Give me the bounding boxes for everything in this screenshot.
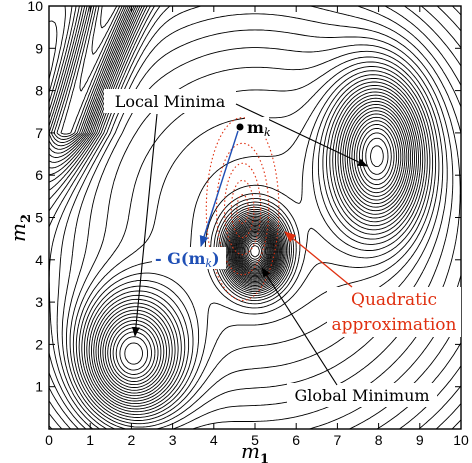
- contour-line: [49, 6, 139, 158]
- y-tick-label: 7: [35, 125, 43, 141]
- start-point-label: mk: [247, 118, 271, 139]
- global-minimum-label-box: [287, 383, 437, 407]
- contour-line: [238, 230, 272, 272]
- contour-line: [60, 6, 125, 135]
- x-tick-label: 10: [453, 432, 469, 448]
- start-point-label-subscript: k: [264, 126, 271, 139]
- y-axis-label: m2: [6, 214, 34, 242]
- x-tick-label: 4: [210, 432, 218, 448]
- contour-line: [81, 70, 431, 416]
- x-axis-label-subscript: 1: [260, 452, 269, 463]
- y-tick-label: 9: [35, 40, 43, 56]
- contour-line: [102, 100, 412, 391]
- y-tick-label: 5: [35, 210, 43, 226]
- x-tick-label: 9: [416, 432, 424, 448]
- contour-line: [61, 29, 454, 429]
- contour-line: [109, 110, 406, 382]
- gradient-step-label-subscript: k: [205, 257, 212, 270]
- quadratic-ellipse: [215, 142, 270, 276]
- local-minima-arrow-left: [131, 113, 158, 337]
- contour-line: [245, 238, 265, 264]
- contour-line: [91, 84, 422, 405]
- global-minimum-label: Global Minimum: [294, 386, 429, 405]
- contour-line: [234, 127, 395, 278]
- axis-ticks: 0 1 2 3 4 5 6 7 8 9 10 1 2 3 4 5 6 7 8 9 10: [27, 0, 469, 448]
- y-axis-label-subscript: 2: [19, 214, 34, 223]
- quadratic-label-box: [327, 287, 461, 337]
- contour-line: [119, 120, 400, 371]
- contour-lines: [49, 6, 461, 429]
- quadratic-ellipse: [236, 194, 249, 224]
- quadratic-arrow: [284, 231, 353, 288]
- contour-line: [91, 6, 121, 55]
- y-tick-label: 1: [35, 379, 43, 395]
- contour-line: [49, 6, 137, 154]
- x-tick-label: 6: [292, 432, 300, 448]
- contour-line: [115, 116, 402, 375]
- y-tick-label: 2: [35, 336, 43, 352]
- contour-line: [49, 6, 133, 147]
- y-tick-label: 4: [35, 252, 43, 268]
- contour-line: [124, 123, 397, 365]
- contour-line: [97, 94, 415, 397]
- x-tick-label: 1: [86, 432, 94, 448]
- gradient-step-arrow: [199, 130, 239, 248]
- contour-line: [242, 235, 268, 267]
- y-tick-label: 10: [27, 0, 43, 14]
- contour-line: [248, 242, 262, 260]
- contour-line: [237, 229, 273, 273]
- x-tick-label: 5: [251, 432, 259, 448]
- local-minima-arrow-right: [235, 103, 368, 167]
- quadratic-ellipse: [230, 179, 255, 239]
- contour-line: [88, 81, 424, 407]
- y-tick-label: 6: [35, 167, 43, 183]
- x-tick-label: 0: [45, 432, 53, 448]
- local-minima-label: Local Minima: [115, 92, 226, 111]
- start-point-label-box: [245, 117, 269, 137]
- x-tick-label: 3: [169, 432, 177, 448]
- contour-line: [107, 107, 408, 386]
- local-minima-label-box: [104, 89, 236, 113]
- quadratic-label-line1: Quadratic: [351, 290, 437, 310]
- global-minimum-arrow: [261, 267, 338, 386]
- x-tick-label: 7: [334, 432, 342, 448]
- x-tick-label: 2: [128, 432, 136, 448]
- y-tick-label: 8: [35, 83, 43, 99]
- contour-line: [250, 245, 260, 258]
- contour-line: [49, 6, 135, 150]
- contour-line: [243, 237, 267, 265]
- gradient-step-label: - G(mk): [155, 249, 220, 270]
- contour-line: [49, 6, 461, 429]
- contour-line: [50, 6, 131, 143]
- contour-line: [69, 50, 444, 428]
- contour-line: [79, 6, 123, 92]
- contour-line: [49, 6, 461, 429]
- contour-line: [53, 6, 129, 140]
- contour-line: [49, 6, 143, 169]
- gradient-step-label-box: [152, 247, 226, 269]
- contour-line: [49, 6, 141, 163]
- contour-line: [240, 233, 270, 269]
- quadratic-label-line2: approximation: [332, 315, 457, 335]
- quadratic-approximation-ellipses: [205, 117, 280, 301]
- quadratic-ellipse: [223, 162, 262, 256]
- x-axis-label: m1: [241, 439, 269, 463]
- contour-line: [56, 6, 127, 138]
- y-tick-label: 3: [35, 294, 43, 310]
- start-point-marker: [236, 123, 244, 131]
- quadratic-ellipse: [205, 117, 280, 301]
- contour-line: [241, 234, 269, 268]
- x-tick-label: 8: [375, 432, 383, 448]
- gradient-step-label-close: ): [212, 249, 220, 268]
- contour-line: [49, 6, 461, 429]
